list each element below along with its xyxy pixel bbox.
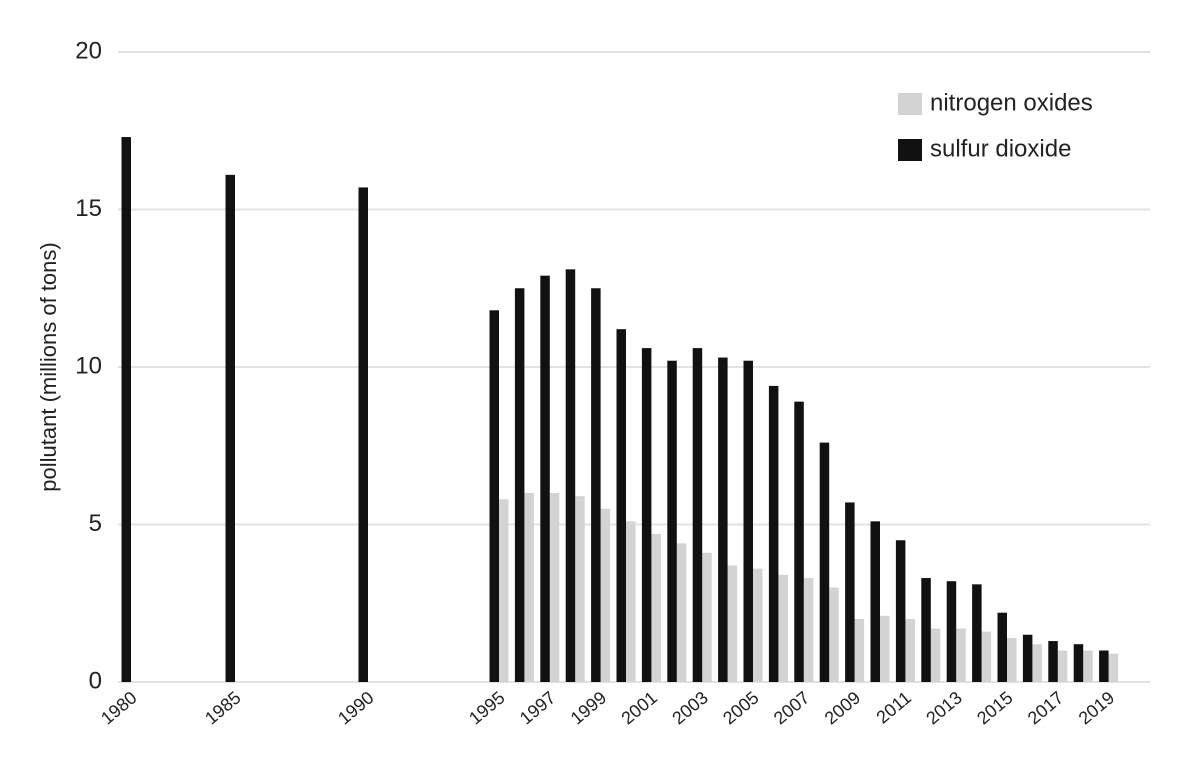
bar — [1108, 653, 1119, 682]
y-axis-label: pollutant (millions of tons) — [36, 242, 61, 491]
y-tick-label: 5 — [89, 510, 102, 537]
bar — [905, 619, 915, 682]
x-tick-label: 2005 — [719, 687, 763, 728]
bar — [575, 496, 585, 682]
x-tick-label: 2007 — [770, 687, 814, 728]
bar — [819, 442, 830, 682]
bar — [718, 357, 728, 682]
x-tick-label: 1985 — [201, 687, 245, 728]
y-tick-label: 15 — [75, 195, 102, 222]
x-tick-label: 2013 — [922, 687, 966, 728]
x-tick-label: 2003 — [668, 687, 712, 728]
bar — [794, 401, 804, 682]
legend-swatch — [898, 139, 922, 161]
bar — [702, 552, 712, 682]
bar — [489, 310, 499, 682]
bar — [743, 360, 753, 682]
legend-label: sulfur dioxide — [930, 135, 1071, 162]
bar — [121, 137, 131, 683]
bar — [997, 612, 1007, 682]
bar — [829, 587, 839, 682]
bar — [972, 584, 982, 682]
bar — [880, 615, 890, 682]
bar — [676, 543, 687, 682]
bar — [768, 385, 779, 682]
legend-swatch — [898, 93, 922, 115]
bar — [600, 508, 611, 682]
bar — [651, 533, 661, 682]
bar — [514, 288, 525, 682]
y-tick-label: 10 — [75, 352, 102, 379]
bar — [845, 502, 855, 682]
y-tick-label: 0 — [89, 667, 102, 694]
x-tick-label: 2017 — [1024, 687, 1068, 728]
x-tick-label: 2009 — [821, 687, 865, 728]
bar — [727, 565, 738, 682]
bar — [921, 578, 931, 682]
bar — [524, 493, 534, 682]
bar — [549, 493, 560, 682]
legend-label: nitrogen oxides — [930, 89, 1093, 116]
bar — [540, 275, 550, 682]
bar — [1032, 644, 1042, 682]
bar — [778, 574, 788, 682]
bar — [854, 619, 865, 682]
bar — [1022, 634, 1033, 682]
x-tick-label: 1999 — [567, 687, 611, 728]
y-tick-label: 20 — [75, 37, 102, 64]
x-tick-label: 1995 — [465, 687, 509, 728]
bar — [803, 578, 814, 682]
x-tick-label: 2011 — [873, 687, 916, 727]
bar — [870, 521, 880, 682]
bar — [930, 628, 941, 682]
bar — [692, 348, 703, 682]
bar — [641, 348, 652, 682]
bar — [946, 581, 957, 682]
bar — [1057, 650, 1068, 682]
bar — [1083, 650, 1093, 682]
bar — [499, 499, 509, 682]
x-tick-label: 2001 — [617, 687, 661, 728]
bar — [225, 174, 235, 682]
x-tick-label: 1990 — [334, 687, 378, 728]
bar — [1007, 637, 1017, 682]
bar — [981, 631, 992, 682]
x-tick-label: 1997 — [516, 687, 560, 728]
bar — [667, 360, 677, 682]
x-tick-label: 1980 — [97, 687, 141, 728]
bar — [1048, 641, 1058, 682]
bar — [565, 269, 576, 682]
bar — [626, 521, 636, 682]
bar — [1099, 650, 1109, 682]
bar — [895, 540, 906, 682]
bar — [956, 628, 966, 682]
bar — [616, 329, 626, 682]
x-tick-label: 2015 — [973, 687, 1017, 728]
bar — [1073, 644, 1084, 682]
x-tick-label: 2019 — [1075, 687, 1119, 728]
bar — [591, 288, 601, 682]
bar — [358, 187, 368, 682]
bar — [753, 568, 763, 682]
